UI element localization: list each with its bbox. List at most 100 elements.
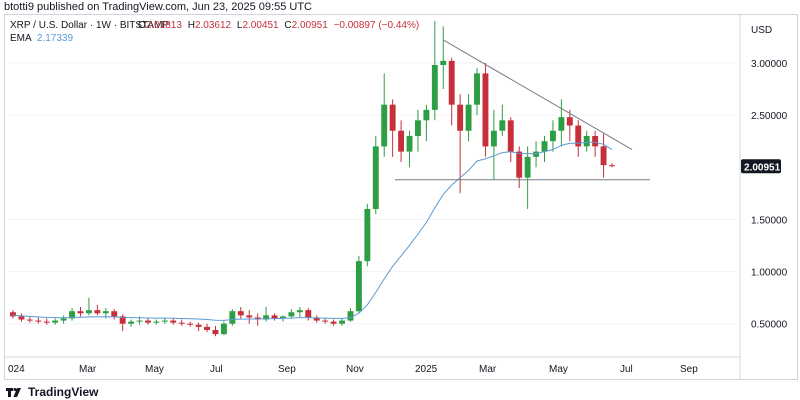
- candle-down[interactable]: [94, 310, 101, 314]
- low-value: 2.00451: [242, 20, 279, 31]
- candle-up[interactable]: [355, 261, 362, 312]
- candle-up[interactable]: [85, 310, 92, 314]
- candle-up[interactable]: [220, 323, 227, 335]
- time-tick-label: Jul: [620, 364, 633, 375]
- time-tick-label: 024: [8, 364, 25, 375]
- candle-up[interactable]: [102, 311, 109, 314]
- candle-up[interactable]: [296, 310, 303, 313]
- candle-down[interactable]: [26, 319, 33, 321]
- candle-up[interactable]: [431, 65, 438, 110]
- candle-down[interactable]: [212, 329, 219, 335]
- candle-down[interactable]: [566, 117, 573, 126]
- currency-label[interactable]: USD: [751, 25, 772, 36]
- candle-down[interactable]: [600, 146, 607, 166]
- candle-up[interactable]: [347, 311, 354, 321]
- candle-up[interactable]: [128, 321, 135, 324]
- candle-up[interactable]: [263, 315, 270, 320]
- candle-down[interactable]: [170, 320, 177, 323]
- candle-up[interactable]: [558, 117, 565, 131]
- candle-up[interactable]: [153, 321, 160, 323]
- time-tick-label: Sep: [278, 364, 296, 375]
- candle-up[interactable]: [364, 208, 371, 262]
- candle-up[interactable]: [69, 311, 76, 319]
- brand-name: TradingView: [28, 385, 99, 399]
- candle-down[interactable]: [119, 316, 126, 324]
- candle-up[interactable]: [474, 73, 480, 105]
- candle-up[interactable]: [339, 320, 345, 324]
- candle-up[interactable]: [372, 146, 379, 209]
- candle-down[interactable]: [145, 320, 151, 323]
- ema-legend: EMA 2.17339: [10, 33, 73, 44]
- candle-up[interactable]: [465, 104, 472, 131]
- candle-down[interactable]: [457, 104, 464, 131]
- current-price-value: 2.00951: [744, 162, 781, 173]
- candle-down[interactable]: [111, 311, 118, 317]
- candle-down[interactable]: [609, 165, 615, 167]
- candle-down[interactable]: [43, 321, 50, 323]
- resistance-trendline[interactable]: [443, 39, 633, 150]
- candle-up[interactable]: [229, 311, 236, 324]
- candle-up[interactable]: [549, 130, 556, 142]
- candle-down[interactable]: [187, 323, 194, 325]
- candle-up[interactable]: [533, 151, 540, 157]
- candle-up[interactable]: [440, 60, 447, 66]
- candle-up[interactable]: [423, 109, 430, 121]
- candle-up[interactable]: [280, 316, 286, 319]
- low-label: L: [237, 20, 243, 31]
- candle-down[interactable]: [35, 320, 42, 322]
- candle-up[interactable]: [136, 320, 143, 322]
- candle-down[interactable]: [507, 120, 514, 152]
- candle-down[interactable]: [195, 324, 202, 327]
- candle-up[interactable]: [288, 312, 295, 317]
- open-value: 2.01813: [146, 20, 183, 31]
- time-tick-label: Jul: [210, 364, 223, 375]
- candle-down[interactable]: [10, 312, 16, 317]
- candle-down[interactable]: [448, 60, 455, 105]
- open-label: O: [138, 20, 146, 31]
- candle-down[interactable]: [389, 104, 396, 131]
- candle-down[interactable]: [398, 130, 405, 152]
- candle-up[interactable]: [541, 141, 548, 152]
- ema-label: EMA: [10, 33, 32, 44]
- candle-down[interactable]: [592, 135, 599, 147]
- price-tick-label: 2.50000: [751, 111, 788, 122]
- candle-down[interactable]: [77, 311, 84, 314]
- time-tick-label: Sep: [680, 364, 698, 375]
- candle-down[interactable]: [322, 320, 329, 322]
- candle-up[interactable]: [381, 104, 388, 147]
- time-tick-label: May: [145, 364, 164, 375]
- candle-down[interactable]: [305, 310, 312, 318]
- tradingview-footer[interactable]: TradingView: [6, 384, 98, 400]
- candle-up[interactable]: [161, 320, 168, 322]
- close-label: C: [284, 20, 291, 31]
- candle-down[interactable]: [237, 311, 244, 316]
- grid-lines: [8, 62, 736, 325]
- candle-down[interactable]: [330, 321, 337, 324]
- candle-down[interactable]: [178, 322, 185, 324]
- candle-down[interactable]: [204, 326, 210, 330]
- candle-up[interactable]: [52, 320, 59, 323]
- change-value: −0.00897 (−0.44%): [334, 20, 420, 31]
- time-tick-label: Mar: [479, 364, 497, 375]
- candle-up[interactable]: [499, 120, 506, 131]
- candle-down[interactable]: [246, 315, 253, 318]
- ema-line: [12, 141, 613, 321]
- time-tick-label: 2025: [415, 364, 438, 375]
- candle-down[interactable]: [271, 315, 278, 319]
- candle-down[interactable]: [18, 316, 25, 320]
- candle-up[interactable]: [60, 318, 67, 321]
- legend-symbol: XRP / U.S. Dollar · 1W · BITSTAMP: [10, 20, 169, 31]
- chart-frame[interactable]: [4, 14, 798, 380]
- high-value: 2.03612: [195, 20, 232, 31]
- candle-up[interactable]: [406, 135, 413, 152]
- candle-up[interactable]: [490, 130, 497, 147]
- candle-up[interactable]: [415, 120, 421, 136]
- candle-down[interactable]: [516, 151, 523, 178]
- candle-up[interactable]: [524, 156, 531, 178]
- high-label: H: [188, 20, 195, 31]
- candle-up[interactable]: [583, 135, 590, 147]
- candle-down[interactable]: [313, 317, 320, 321]
- candle-down[interactable]: [482, 73, 489, 147]
- candle-down[interactable]: [575, 125, 582, 147]
